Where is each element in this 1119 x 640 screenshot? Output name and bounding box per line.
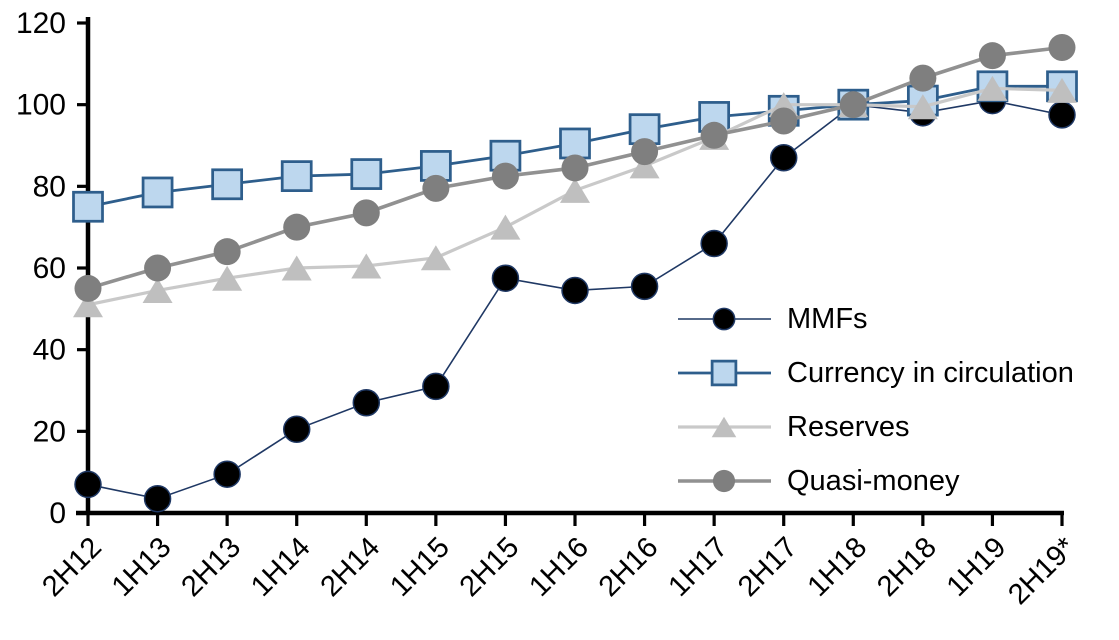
marker-quasi-money xyxy=(144,254,172,282)
marker-reserves xyxy=(711,416,737,438)
x-tick-label: 2H15 xyxy=(454,531,526,603)
marker-mmfs xyxy=(700,229,728,258)
marker-quasi-money xyxy=(561,154,589,182)
marker-currency-in-circulation xyxy=(489,139,522,172)
marker-reserves xyxy=(907,94,938,120)
legend-item-quasi-money: Quasi-money xyxy=(676,462,1074,500)
legend-label: Currency in circulation xyxy=(787,356,1074,389)
x-tick-label: 1H16 xyxy=(523,531,595,603)
y-tick-label: 100 xyxy=(16,89,66,122)
marker-quasi-money xyxy=(283,213,311,241)
y-tick-label: 120 xyxy=(16,7,66,40)
marker-quasi-money xyxy=(700,121,728,149)
marker-mmfs xyxy=(74,470,102,499)
marker-mmfs xyxy=(491,264,520,292)
marker-reserves xyxy=(629,153,660,179)
marker-currency-in-circulation xyxy=(710,359,738,387)
x-tick-label: 2H16 xyxy=(593,531,665,603)
marker-mmfs xyxy=(630,272,659,301)
marker-quasi-money xyxy=(839,91,867,119)
legend-label: Quasi-money xyxy=(787,464,960,497)
marker-currency-in-circulation xyxy=(350,158,383,190)
x-tick-label: 1H14 xyxy=(245,531,317,603)
y-tick-label: 20 xyxy=(33,415,66,448)
x-tick-label: 2H14 xyxy=(315,531,387,603)
x-tick-label: 1H18 xyxy=(802,531,874,603)
marker-quasi-money xyxy=(74,274,102,302)
x-tick-label: 1H15 xyxy=(384,531,456,603)
marker-quasi-money xyxy=(909,64,937,92)
x-tick-label: 2H13 xyxy=(175,531,247,603)
marker-quasi-money xyxy=(1048,34,1076,61)
x-tick-label: 2H19* xyxy=(1002,531,1082,611)
marker-quasi-money xyxy=(352,199,380,227)
legend-item-mmfs: MMFs xyxy=(676,300,1074,338)
marker-quasi-money xyxy=(422,174,450,202)
x-tick-label: 1H17 xyxy=(662,531,734,603)
marker-quasi-money xyxy=(978,42,1006,70)
legend-swatch-mmfs xyxy=(678,307,771,331)
marker-mmfs xyxy=(352,389,381,417)
marker-reserves xyxy=(142,277,173,303)
legend-label: Reserves xyxy=(787,410,910,443)
marker-mmfs xyxy=(143,484,172,513)
x-tick-label: 1H13 xyxy=(106,531,178,603)
marker-currency-in-circulation xyxy=(141,176,174,209)
marker-reserves xyxy=(212,265,243,291)
marker-quasi-money xyxy=(770,107,798,135)
marker-reserves xyxy=(1047,77,1077,103)
x-tick-label: 2H18 xyxy=(871,531,943,603)
marker-currency-in-circulation xyxy=(280,160,313,192)
marker-mmfs xyxy=(561,276,589,305)
marker-reserves xyxy=(281,255,312,281)
y-tick-label: 80 xyxy=(33,170,66,203)
marker-reserves xyxy=(420,245,451,271)
marker-reserves xyxy=(73,292,103,318)
series-quasi-money xyxy=(74,34,1076,302)
legend-swatch-quasi-money xyxy=(678,469,771,493)
legend-label: MMFs xyxy=(787,302,868,335)
marker-currency-in-circulation xyxy=(211,168,244,201)
legend-swatch-currency-in-circulation xyxy=(678,359,771,387)
x-tick-label: 2H12 xyxy=(36,531,108,603)
y-tick-label: 40 xyxy=(33,334,66,367)
legend-swatch-reserves xyxy=(678,416,771,438)
x-tick-label: 1H19 xyxy=(941,531,1013,603)
marker-currency-in-circulation xyxy=(559,127,591,160)
legend-item-reserves: Reserves xyxy=(676,408,1074,446)
marker-reserves xyxy=(490,214,521,240)
marker-mmfs xyxy=(769,144,798,172)
marker-mmfs xyxy=(213,460,241,488)
marker-quasi-money xyxy=(631,138,659,166)
y-tick-label: 0 xyxy=(49,497,66,530)
y-tick-label: 60 xyxy=(33,252,66,285)
marker-mmfs xyxy=(282,415,311,444)
marker-reserves xyxy=(977,75,1008,101)
marker-mmfs xyxy=(712,307,736,331)
x-tick-label: 2H17 xyxy=(732,531,804,603)
marker-reserves xyxy=(560,177,590,203)
marker-quasi-money xyxy=(491,162,519,190)
legend-item-currency-in-circulation: Currency in circulation xyxy=(676,354,1074,392)
marker-quasi-money xyxy=(213,238,241,266)
marker-mmfs xyxy=(1048,101,1076,129)
marker-mmfs xyxy=(422,372,450,401)
marker-reserves xyxy=(351,253,382,279)
marker-quasi-money xyxy=(712,469,736,493)
chart-legend: MMFs Currency in circulation Reserves Qu… xyxy=(676,300,1074,500)
marker-currency-in-circulation xyxy=(72,190,104,223)
